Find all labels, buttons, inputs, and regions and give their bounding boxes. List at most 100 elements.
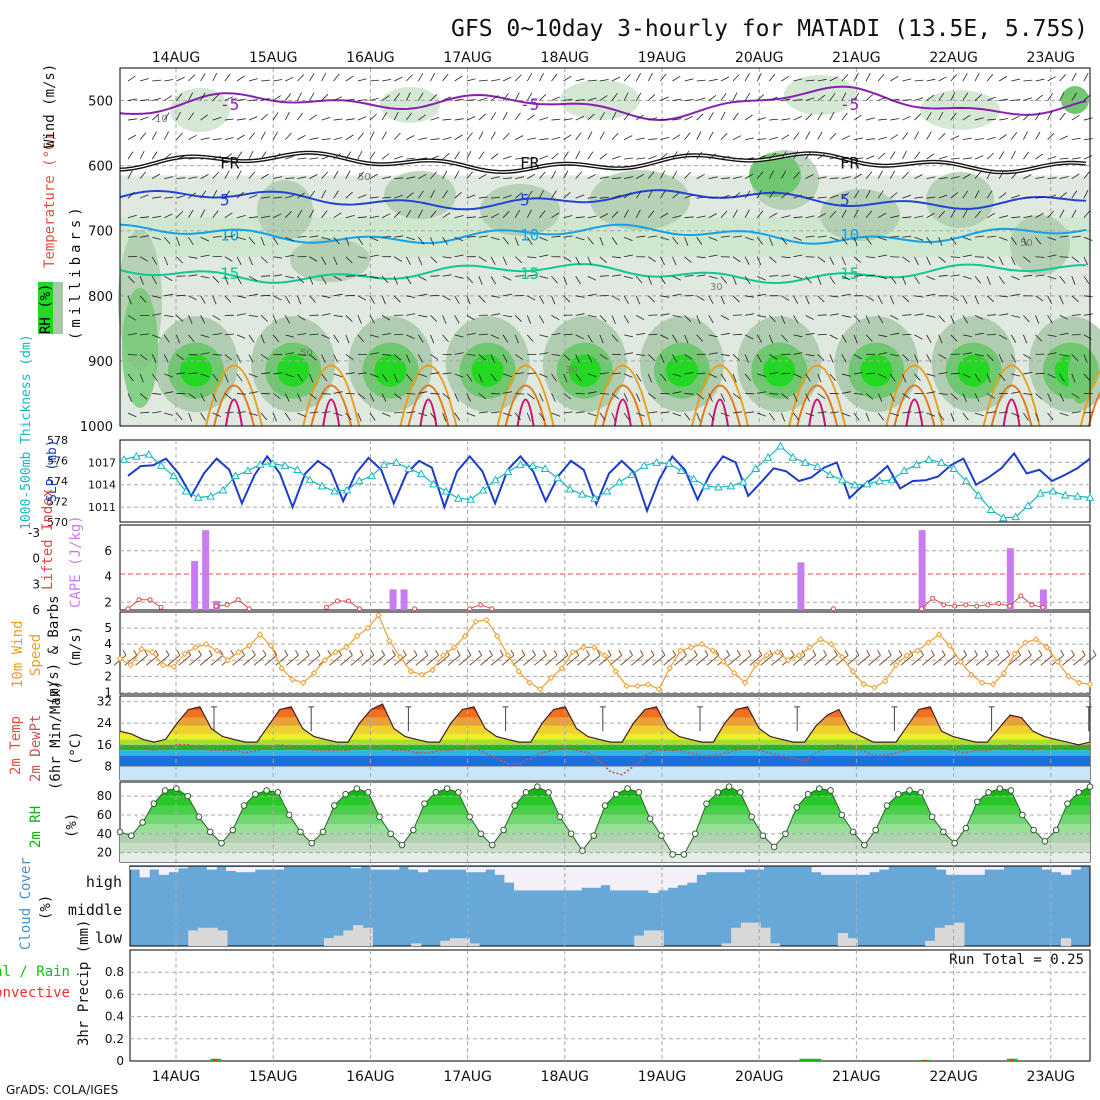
cloud-low-bar [1060, 938, 1072, 946]
wind-barb [877, 212, 887, 219]
wind10m-barb [189, 654, 202, 666]
wind-barb [1023, 393, 1033, 395]
wind10m-barb-flag [133, 649, 138, 656]
wind-barb [127, 98, 137, 101]
wind10m-point [386, 637, 393, 645]
thickness-tick-label: 570 [47, 516, 68, 529]
wind-barb [902, 115, 911, 121]
temp-color-band [120, 755, 1090, 767]
wind10m-barb-flag [241, 649, 245, 656]
wind-barb [660, 354, 665, 363]
cloud-middle-label: middle [68, 901, 122, 919]
warm-isotherm-arc [419, 398, 438, 427]
wind-barb [163, 256, 169, 266]
wind10m-barb [1072, 654, 1086, 666]
minmax-axis-label: (6hr Min/Max) [48, 680, 64, 790]
rh2m-point [849, 828, 857, 836]
wind-barb [260, 315, 268, 322]
wind10m-barb-flag [833, 649, 838, 656]
wind-barb [164, 176, 174, 180]
cape-tick-label: 4 [104, 570, 112, 584]
wind-barb [321, 72, 327, 82]
wind-barb [309, 393, 317, 400]
thickness-point [949, 464, 959, 472]
wind-barb [696, 151, 703, 160]
wind-barb [478, 256, 487, 262]
wind-barb [708, 196, 718, 199]
wind-barb [369, 393, 375, 402]
wind-barb [974, 138, 984, 140]
rh2m-point [737, 789, 744, 796]
wind-barb [551, 137, 561, 140]
wind-barb [696, 334, 704, 342]
wind-barb [212, 155, 222, 160]
cloud-high-bar [677, 867, 688, 886]
wind-barb [164, 412, 174, 416]
wind-barb [297, 209, 303, 218]
wind10m-barb-flag [1027, 649, 1032, 656]
cloud-low-bar [847, 938, 858, 946]
wind10m-barb-flag [909, 649, 914, 656]
wind-barb [442, 170, 448, 179]
wind-barb [152, 79, 162, 82]
wind10m-point [1065, 673, 1072, 680]
cloud-high-bar [350, 867, 361, 869]
wind-barb [430, 155, 440, 160]
cloud-high-bar [994, 867, 1005, 870]
wind-barb [866, 274, 876, 277]
thickness-point [602, 486, 612, 495]
wind-barb [672, 192, 680, 199]
wind10m-barb [243, 654, 256, 666]
rh-legend-swatch [38, 282, 53, 334]
wind10m-point [935, 631, 943, 638]
temp-tick-label: 16 [97, 738, 112, 752]
wind-barb [333, 190, 339, 199]
rh-low-core-saturated [568, 354, 601, 387]
wind-barb [756, 256, 762, 266]
wind-barb [297, 354, 307, 356]
wind-barb [950, 412, 955, 422]
wind-barb [466, 276, 474, 284]
cloud-high-bar [571, 867, 582, 891]
wind-barb [176, 93, 183, 101]
wind-barb [914, 151, 921, 160]
wind-barb [369, 315, 375, 324]
wind-barb [1035, 131, 1041, 140]
rh-axis-label: RH (%) [38, 283, 54, 334]
temp-tick-label: 32 [97, 694, 112, 708]
wind10m-point [213, 647, 221, 654]
cloud-high-bar [581, 867, 592, 888]
wind-barb [140, 235, 150, 238]
lifted-index-axis-label: Lifted Index [40, 489, 56, 590]
cloud-low-bar [934, 927, 946, 946]
wind10m-barb [458, 654, 472, 666]
wind-barb [1010, 334, 1017, 343]
wind-barb [188, 237, 194, 246]
wind-barb [418, 256, 423, 266]
wind-barb [321, 93, 329, 101]
wind-barb [152, 411, 162, 414]
wind10m-barb-flag [639, 649, 644, 656]
cloud-low-bar [362, 927, 373, 946]
date-label-bottom: 16AUG [346, 1069, 395, 1085]
rh2m-point [827, 787, 834, 794]
cloud-low-bar [944, 925, 955, 946]
wind-barb [297, 295, 302, 305]
wind-barb [418, 209, 423, 218]
rh2m-point [1075, 789, 1083, 796]
rh-low-core-saturated [374, 354, 407, 387]
wind-barb [272, 412, 277, 422]
wind10m-barb [911, 654, 924, 666]
wind-barb [732, 176, 742, 180]
cloud-high-bar [1042, 867, 1053, 870]
wind-barb [1023, 113, 1030, 121]
wind10m-point [310, 669, 318, 677]
wind-barb [1083, 313, 1093, 316]
cloud-high-bar [1070, 867, 1081, 870]
wind-barb [284, 412, 291, 421]
wind-barb [926, 237, 933, 245]
rh2m-tick-label: 40 [97, 827, 112, 841]
wind-barb [950, 112, 957, 121]
cloud-high-bar [629, 867, 640, 891]
